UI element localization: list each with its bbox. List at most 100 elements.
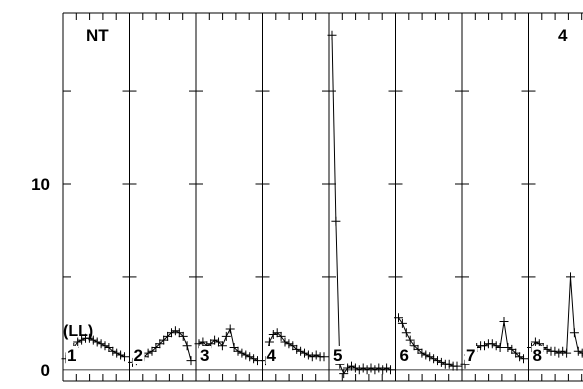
data-point [210, 335, 220, 345]
data-point [530, 337, 540, 347]
data-point [272, 328, 282, 338]
panel-label: 8 [533, 346, 542, 365]
data-point [425, 352, 435, 362]
axis-ticks [63, 13, 583, 381]
panel-label-bg [132, 346, 145, 364]
data-point [558, 346, 568, 356]
panel-label-bg [398, 346, 411, 364]
data-point [366, 363, 376, 373]
data-point [507, 344, 517, 354]
data-point [143, 348, 153, 358]
data-point [413, 344, 423, 354]
panel-label-bg [199, 346, 211, 364]
series-line-1 [65, 337, 125, 359]
data-point [358, 363, 368, 373]
data-point [362, 365, 372, 375]
data-point [108, 346, 118, 356]
panel-label: 3 [200, 346, 209, 365]
data-point [296, 346, 306, 356]
data-point [268, 330, 278, 339]
data-point [350, 363, 360, 373]
data-point [151, 343, 161, 352]
series-line-5 [331, 35, 391, 375]
corner-label-left: NT [86, 26, 109, 45]
panel-label: 1 [67, 346, 76, 365]
data-point [233, 346, 243, 356]
panel-label: 4 [267, 346, 277, 365]
data-point [405, 335, 415, 345]
data-point [225, 324, 235, 334]
data-point [167, 328, 176, 338]
plot-frame [62, 12, 583, 382]
panel-label: 6 [400, 346, 409, 365]
data-point [499, 317, 509, 326]
data-point [433, 356, 442, 366]
data-point [573, 346, 583, 356]
data-point [280, 337, 290, 347]
data-point [503, 343, 513, 352]
panel-label-bg [265, 346, 278, 364]
data-point [327, 30, 337, 40]
data-point [444, 359, 454, 369]
data-point [276, 331, 286, 341]
data-point [397, 318, 407, 328]
data-point [491, 341, 501, 351]
series-line-3 [198, 327, 258, 362]
data-point [562, 348, 572, 358]
data-point [370, 365, 380, 375]
data-point [354, 365, 364, 375]
data-point [73, 337, 83, 347]
data-point [394, 313, 403, 323]
data-point [554, 348, 564, 358]
data-point [303, 350, 313, 360]
data-point [120, 352, 129, 362]
data-point [429, 354, 439, 364]
panel-label: 7 [466, 346, 475, 365]
panel-dividers [129, 13, 529, 381]
data-point [300, 348, 309, 358]
data-point [186, 356, 196, 366]
data-point [178, 331, 188, 341]
text-labels: NT 4 (LL) 0 10 1 2 3 4 5 6 7 8 [31, 26, 568, 380]
data-point [214, 337, 223, 347]
data-point [331, 216, 341, 226]
data-point [292, 344, 302, 354]
data-point [163, 331, 173, 341]
data-point [307, 352, 317, 362]
data-point [264, 337, 274, 347]
data-point [112, 348, 122, 358]
data-point [409, 341, 419, 351]
data-point [174, 328, 184, 338]
data-point [550, 346, 560, 356]
unit-label: (LL) [63, 323, 93, 340]
series-line-8 [531, 276, 583, 355]
panel-label-bg [531, 346, 544, 364]
data-point [284, 339, 294, 349]
series-line-4 [265, 332, 324, 361]
data-point [288, 341, 298, 351]
data-point [339, 369, 349, 379]
data-point [84, 333, 94, 343]
data-point [92, 337, 102, 347]
data-point [421, 350, 431, 360]
data-point [569, 328, 579, 338]
data-point [542, 344, 552, 354]
data-point [182, 341, 192, 351]
panel-label-bg [66, 346, 78, 364]
data-point [237, 348, 247, 358]
data-point [77, 335, 87, 345]
data-point [343, 363, 353, 373]
data-point [566, 272, 575, 282]
data-point [452, 361, 462, 371]
y-tick-label: 0 [41, 361, 50, 380]
data-point [147, 346, 157, 356]
data-point [229, 343, 239, 352]
data-point [155, 339, 165, 349]
y-tick-label: 10 [31, 175, 50, 194]
corner-label-right: 4 [558, 26, 568, 45]
panel-label: 5 [333, 346, 342, 365]
data-point [319, 352, 329, 362]
data-point [382, 363, 392, 373]
data-point [311, 350, 321, 360]
